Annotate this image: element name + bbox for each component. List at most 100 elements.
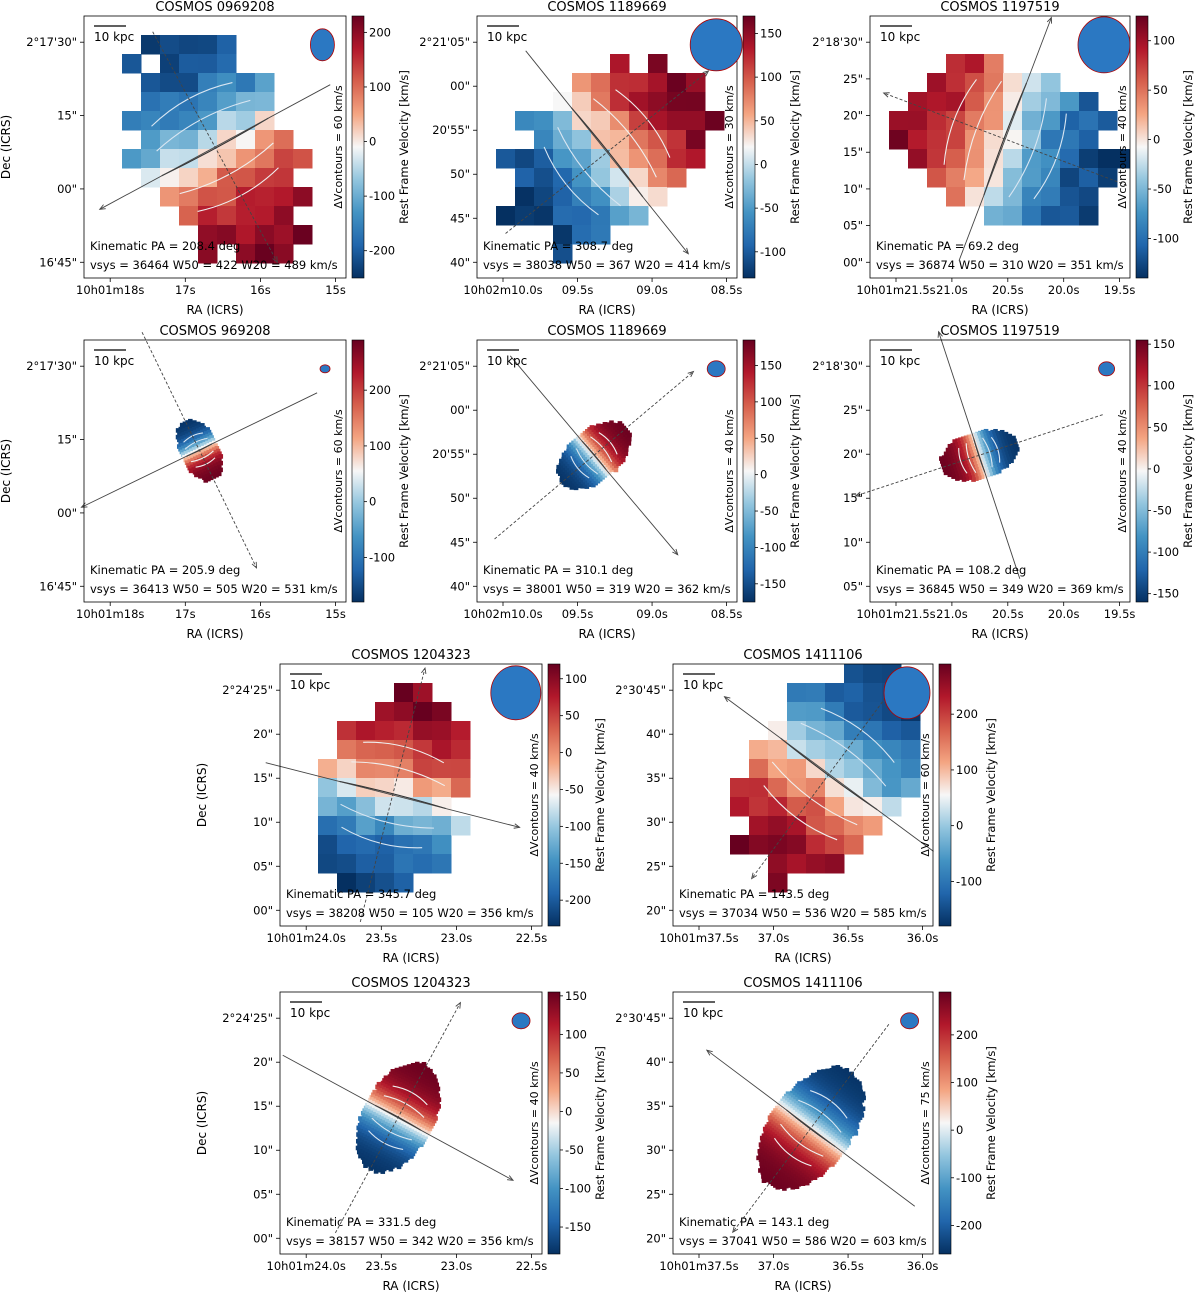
velocity-pixel [591,92,611,112]
colorbar-label: Rest Frame Velocity [km/s] [984,1046,998,1200]
velocity-pixel [822,1096,828,1102]
scale-bar-label: 10 kpc [487,354,527,368]
velocity-pixel [762,1171,768,1177]
x-axis-label: RA (ICRS) [774,1279,831,1293]
velocity-pixel [395,1129,400,1135]
velocity-pixel [822,1081,828,1087]
velocity-pixel [1011,435,1016,441]
velocity-pixel [882,797,902,817]
velocity-pixel [804,1116,809,1122]
colorbar-tick-label: -100 [1153,231,1179,245]
velocity-pixel [859,1113,865,1118]
velocity-pixel [799,1097,805,1103]
velocity-pixel [648,92,668,112]
velocity-pixel [813,1168,819,1174]
velocity-pixel [785,1091,791,1096]
velocity-pixel [806,1084,811,1089]
velocity-pixel [182,428,188,433]
velocity-contour [340,803,434,829]
velocity-pixel [825,1128,830,1134]
velocity-pixel [795,1128,800,1134]
velocity-pixel [405,1141,411,1147]
velocity-pixel [833,1153,838,1158]
velocity-pixel [818,1123,823,1128]
velocity-pixel [418,1087,423,1092]
velocity-pixel [826,1077,832,1082]
velocity-pixel [401,1129,407,1135]
velocity-pixel [160,187,180,207]
colorbar-tick-label: -200 [956,1218,982,1232]
velocity-pixel [844,835,864,855]
velocity-pixel [404,1124,410,1130]
velocity-pixel [946,460,952,465]
velocity-pixel [804,1180,810,1186]
velocity-pixel [386,1114,391,1120]
velocity-pixel [863,683,883,703]
velocity-pixel [424,1070,429,1075]
velocity-pixel [394,1105,400,1110]
velocity-pixel [377,1130,383,1135]
velocity-pixel [796,1106,802,1112]
velocity-pixel [844,1113,850,1118]
velocity-pixel [798,1179,803,1185]
velocity-pixel [199,443,205,448]
velocity-pixel [794,1154,800,1159]
velocity-pixel [413,1108,418,1114]
velocity-pixel [236,244,256,264]
velocity-pixel [824,1105,829,1110]
velocity-pixel [432,1105,437,1110]
velocity-pixel [417,1114,422,1119]
velocity-pixel [1006,440,1012,446]
velocity-pixel [806,1144,811,1149]
velocity-pixel [185,447,190,452]
velocity-pixel [771,1125,776,1131]
velocity-pixel [783,1123,789,1129]
velocity-pixel [202,441,208,447]
velocity-pixel [840,1087,846,1093]
velocity-pixel [809,1150,814,1155]
velocity-pixel [749,740,769,760]
velocity-pixel [572,206,592,226]
velocity-pixel [406,1128,411,1134]
velocity-pixel [400,1094,406,1100]
velocity-pixel [623,451,629,457]
velocity-pixel [1079,206,1099,226]
velocity-pixel [392,1134,397,1140]
kinematic-minor-axis-arrowhead [672,548,679,556]
velocity-pixel [844,797,864,817]
velocity-pixel [1041,187,1061,207]
velocity-pixel [996,449,1002,455]
velocity-pixel [765,1143,770,1149]
velocity-pixel [857,1085,863,1091]
velocity-pixel [837,1077,842,1083]
velocity-pixel [390,1119,395,1125]
velocity-pixel [749,797,769,817]
velocity-pixel [790,1184,796,1190]
velocity-pixel [785,1106,791,1111]
velocity-pixel [842,1115,848,1121]
velocity-pixel [417,1094,423,1099]
velocity-pixel [786,1099,792,1105]
x-tick-label: 37.0s [758,1259,790,1273]
velocity-pixel [318,778,338,798]
velocity-pixel [610,149,630,169]
velocity-pixel [806,816,826,836]
velocity-pixel [201,439,206,444]
velocity-pixel [882,759,902,779]
velocity-pixel [863,778,883,798]
velocity-pixel [217,35,237,55]
velocity-pixel [835,1110,841,1115]
velocity-pixel [412,1135,418,1141]
velocity-pixel [985,463,991,468]
velocity-pixel [421,1106,427,1111]
velocity-pixel [293,149,313,169]
y-tick-label: 50" [450,167,470,181]
velocity-pixel [846,1114,852,1120]
velocity-pixel [190,424,196,429]
velocity-pixel [705,111,725,131]
velocity-pixel [141,92,161,112]
velocity-pixel [787,683,807,703]
velocity-pixel [399,1070,405,1076]
y-tick-label: 20" [843,447,863,461]
velocity-pixel [812,1115,818,1121]
